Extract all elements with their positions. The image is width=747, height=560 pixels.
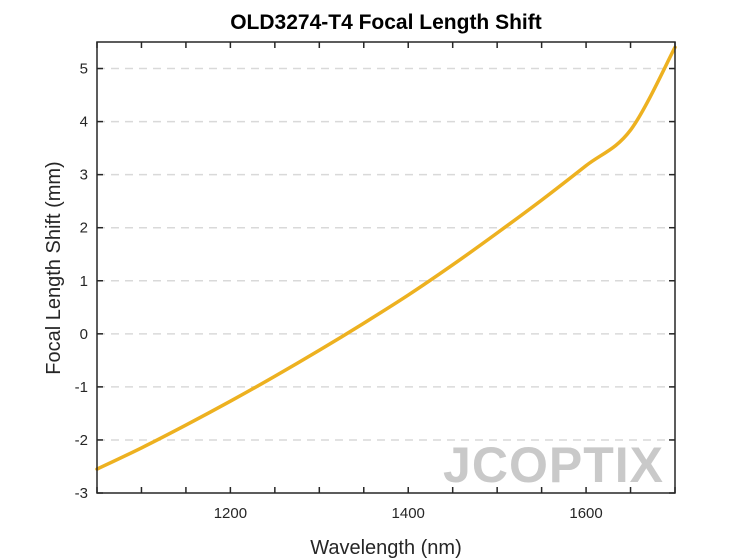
y-tick-label: 3 bbox=[80, 167, 88, 184]
y-axis-label: Focal Length Shift (mm) bbox=[43, 161, 65, 374]
grid-layer bbox=[97, 67, 675, 441]
x-tick-label: 1600 bbox=[569, 505, 602, 522]
y-tick-label: 1 bbox=[80, 273, 88, 290]
chart-title: OLD3274-T4 Focal Length Shift bbox=[230, 11, 542, 34]
y-tick-label: -3 bbox=[75, 485, 88, 502]
series-line bbox=[95, 45, 677, 471]
x-tick-label: 1200 bbox=[214, 505, 247, 522]
x-tick-label: 1400 bbox=[392, 505, 425, 522]
series-layer bbox=[95, 45, 677, 471]
plot-area-frame bbox=[96, 41, 676, 494]
watermark-logo: JCOPTIX bbox=[443, 437, 664, 493]
y-tick-label: -1 bbox=[75, 379, 88, 396]
y-tick-label: 2 bbox=[80, 220, 88, 237]
tick-layer: -3 -2 -1 0 1 2 3 4 5 1200 1400 1600 bbox=[75, 42, 676, 522]
y-tick-label: 0 bbox=[80, 326, 88, 343]
y-tick-label: 5 bbox=[80, 61, 88, 78]
x-axis-label: Wavelength (nm) bbox=[310, 537, 462, 559]
y-tick-label: -2 bbox=[75, 432, 88, 449]
y-tick-label: 4 bbox=[80, 114, 88, 131]
